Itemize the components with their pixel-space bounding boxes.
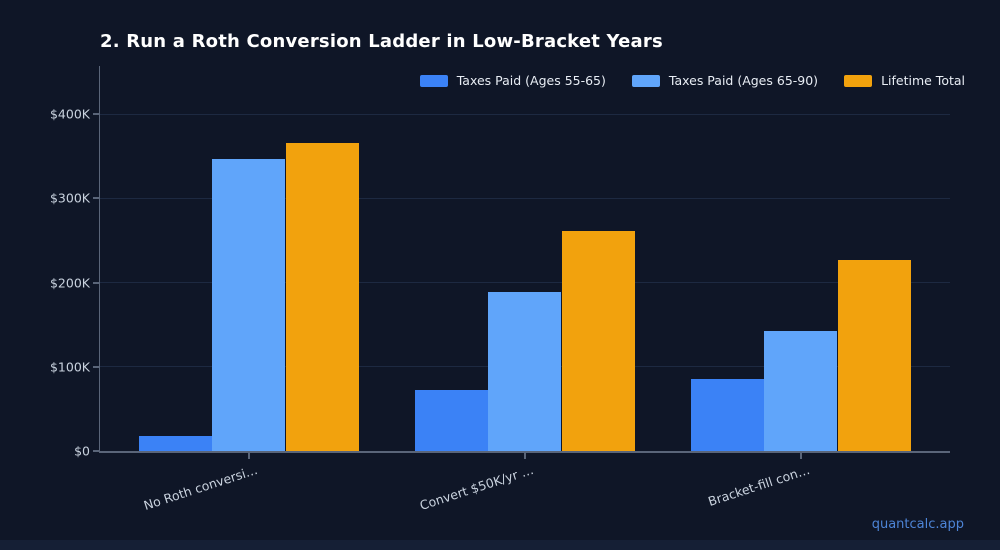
y-tick-mark [93, 197, 99, 200]
y-tick-mark [93, 365, 99, 368]
bar-series2-group2 [837, 259, 911, 451]
bar-series2-group1 [561, 231, 635, 451]
x-tick-mark [800, 452, 802, 459]
bar-series1-group1 [488, 291, 561, 451]
y-tick-mark [93, 113, 99, 115]
x-axis-line [98, 451, 950, 453]
y-tick-mark [93, 450, 99, 452]
y-tick-label: $200K [49, 275, 90, 290]
legend: Taxes Paid (Ages 55-65) Taxes Paid (Ages… [419, 73, 965, 88]
legend-swatch-taxes-65-90 [631, 74, 660, 87]
y-tick-label: $100K [49, 359, 90, 375]
x-tick-label: Convert $50K/yr … [418, 462, 536, 513]
gridline-$400K [100, 113, 950, 115]
bar-series2-group0 [285, 143, 359, 451]
bar-series1-group0 [212, 158, 285, 451]
legend-swatch-lifetime-total [844, 74, 873, 87]
x-tick-mark [248, 452, 250, 459]
chart-title: 2. Run a Roth Conversion Ladder in Low-B… [100, 31, 663, 52]
legend-label-taxes-55-65: Taxes Paid (Ages 55-65) [456, 73, 606, 88]
y-tick-mark [93, 281, 99, 284]
legend-item-taxes-55-65: Taxes Paid (Ages 55-65) [419, 73, 606, 88]
legend-label-taxes-65-90: Taxes Paid (Ages 65-90) [668, 73, 819, 88]
y-tick-label: $300K [49, 190, 90, 206]
legend-item-taxes-65-90: Taxes Paid (Ages 65-90) [631, 73, 819, 88]
bottom-strip [0, 540, 1000, 550]
legend-swatch-taxes-55-65 [419, 74, 448, 87]
bar-series0-group2 [690, 379, 764, 451]
x-tick-label: Bracket-fill con… [706, 462, 812, 509]
bar-series0-group0 [138, 435, 212, 451]
legend-label-lifetime-total: Lifetime Total [881, 73, 965, 88]
y-tick-label: $400K [49, 106, 90, 122]
footer-brand-link[interactable]: quantcalc.app [871, 517, 964, 532]
bar-series1-group2 [764, 331, 837, 451]
gridline-$300K [100, 197, 950, 199]
gridline-$200K [100, 282, 950, 283]
legend-item-lifetime-total: Lifetime Total [844, 73, 965, 88]
bar-series0-group1 [414, 390, 488, 451]
x-tick-label: No Roth conversi… [142, 462, 260, 513]
x-tick-mark [524, 452, 526, 459]
y-axis-line [98, 66, 100, 453]
y-tick-label: $0 [74, 443, 90, 459]
